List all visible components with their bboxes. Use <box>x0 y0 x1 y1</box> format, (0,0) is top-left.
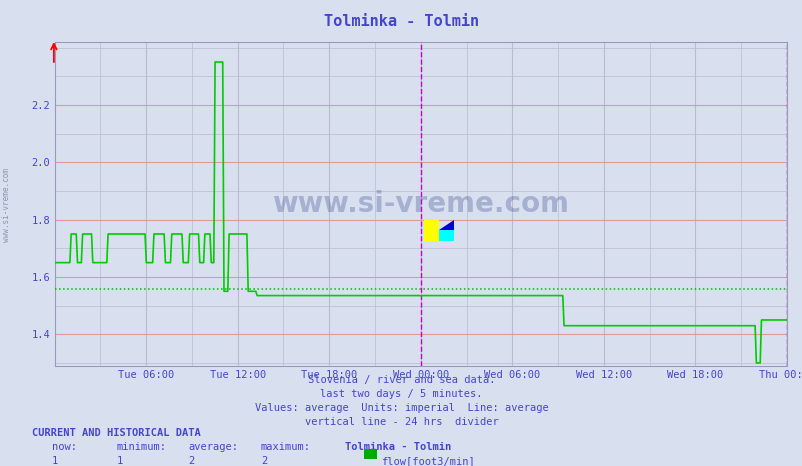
Text: Tolminka - Tolmin: Tolminka - Tolmin <box>345 442 451 452</box>
Text: flow[foot3/min]: flow[foot3/min] <box>381 456 475 466</box>
Text: www.si-vreme.com: www.si-vreme.com <box>272 190 569 218</box>
Text: last two days / 5 minutes.: last two days / 5 minutes. <box>320 389 482 399</box>
Text: Slovenia / river and sea data.: Slovenia / river and sea data. <box>307 375 495 385</box>
Text: CURRENT AND HISTORICAL DATA: CURRENT AND HISTORICAL DATA <box>32 428 200 438</box>
Text: minimum:: minimum: <box>116 442 166 452</box>
Polygon shape <box>439 219 453 230</box>
Bar <box>424 219 439 241</box>
Text: 1: 1 <box>52 456 59 466</box>
Text: vertical line - 24 hrs  divider: vertical line - 24 hrs divider <box>304 417 498 427</box>
Text: Tolminka - Tolmin: Tolminka - Tolmin <box>323 14 479 29</box>
Text: 1: 1 <box>116 456 123 466</box>
Text: maximum:: maximum: <box>261 442 310 452</box>
Text: average:: average: <box>188 442 238 452</box>
Bar <box>439 230 453 241</box>
Text: 2: 2 <box>261 456 267 466</box>
Text: 2: 2 <box>188 456 195 466</box>
Text: www.si-vreme.com: www.si-vreme.com <box>2 168 11 242</box>
Text: Values: average  Units: imperial  Line: average: Values: average Units: imperial Line: av… <box>254 403 548 413</box>
Text: now:: now: <box>52 442 77 452</box>
